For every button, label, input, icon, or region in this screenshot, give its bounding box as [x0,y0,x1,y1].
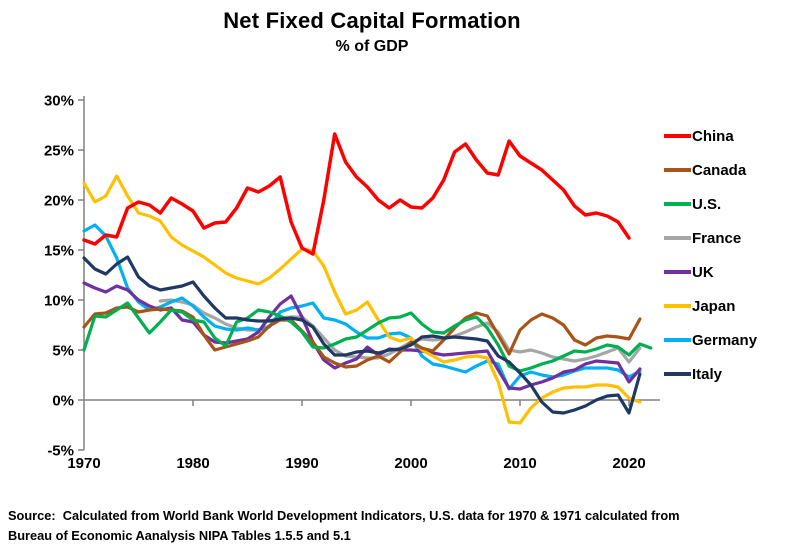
x-tick-label: 2020 [612,455,645,472]
x-tick-label: 2000 [394,455,427,472]
y-tick-label: 25% [44,143,74,160]
legend-swatch-uk [664,270,691,274]
legend-swatch-u-s [664,202,691,206]
legend-label-uk: UK [692,263,714,281]
y-tick-label: 20% [44,193,74,210]
source-line-1: Source: Calculated from World Bank World… [8,508,680,523]
x-tick-label: 1980 [176,455,209,472]
legend-label-france: France [692,229,742,247]
y-tick-label: 10% [44,293,74,310]
series-line-italy [82,255,642,415]
legend: China Canada U.S. France UK Japan Germany Italy [664,119,757,391]
legend-label-canada: Canada [692,161,747,179]
legend-label-germany: Germany [692,331,758,349]
legend-item-china: China [664,119,757,153]
source-note: Source: Calculated from World Bank World… [8,506,794,547]
y-tick-label: 30% [44,93,74,110]
legend-swatch-germany [664,338,691,342]
chart-canvas: 30% 25% 20% 15% 10% 5% 0% -5%1970 1980 1990 2000 20… [44,93,660,472]
y-tick-label: 5% [52,343,74,360]
series-line-china [82,132,631,256]
legend-swatch-china [664,134,691,138]
chart-title: Net Fixed Capital Formation [223,8,521,33]
x-tick-label: 1970 [67,455,100,472]
x-tick-label: 1990 [285,455,318,472]
legend-swatch-italy [664,372,691,376]
legend-item-canada: Canada [664,153,757,187]
legend-item-france: France [664,221,757,255]
legend-item-uk: UK [664,255,757,289]
legend-item-japan: Japan [664,289,757,323]
y-tick-label: -5% [47,443,74,460]
series-line-japan [82,174,642,425]
legend-item-italy: Italy [664,357,757,391]
legend-swatch-japan [664,304,691,308]
legend-item-germany: Germany [664,323,757,357]
legend-swatch-canada [664,168,691,172]
legend-label-u-s: U.S. [692,195,722,213]
legend-label-italy: Italy [692,365,723,383]
legend-item-u-s: U.S. [664,187,757,221]
source-line-2: Bureau of Economic Aanalysis NIPA Tables… [8,528,351,544]
y-tick-label: 0% [52,393,74,410]
legend-label-china: China [692,127,734,145]
legend-label-japan: Japan [692,297,736,315]
series-line-u-s [82,301,653,373]
y-tick-label: 15% [44,243,74,260]
chart-subtitle: % of GDP [335,38,409,55]
legend-swatch-france [664,236,691,240]
x-tick-label: 2010 [503,455,536,472]
